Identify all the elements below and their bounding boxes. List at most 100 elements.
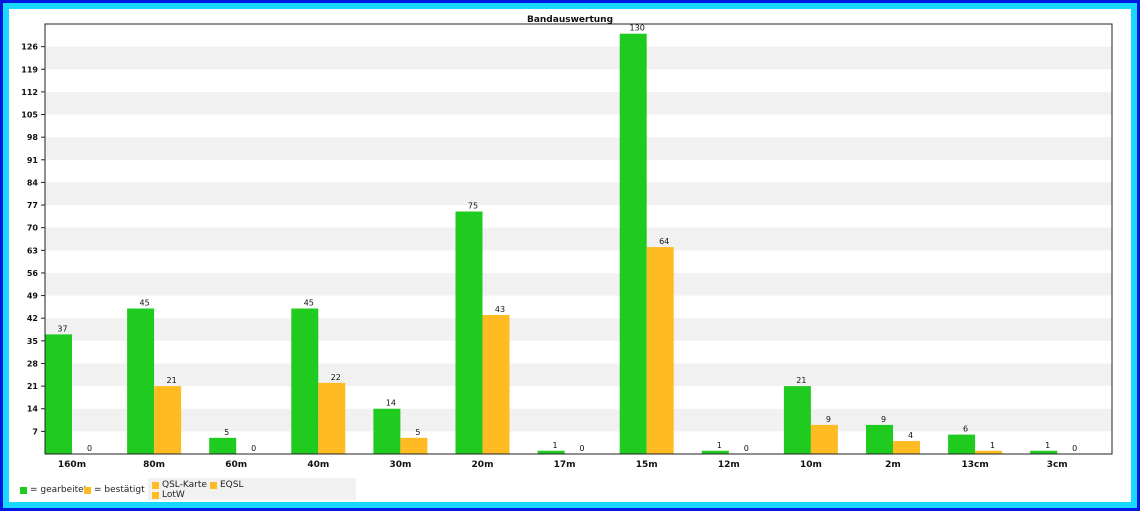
bar-gearbeitet	[1030, 450, 1058, 454]
x-tick-label: 60m	[225, 460, 247, 470]
x-axis-labels: 160m 80m 60m 40m 30m 20m 17m 15m 12m 10m 2m 13cm 3cm	[58, 460, 1068, 470]
grid-band	[45, 318, 1112, 341]
value-label: 0	[251, 444, 256, 453]
value-label: 9	[881, 415, 886, 424]
value-label: 14	[386, 399, 396, 408]
legend-sub-box: QSL-Karte EQSL LotW	[148, 478, 356, 500]
x-tick-label: 20m	[472, 460, 494, 470]
bar-bestaetigt	[318, 382, 346, 454]
x-tick-label: 80m	[143, 460, 165, 470]
bar-gearbeitet	[45, 334, 72, 454]
value-label: 1	[990, 441, 995, 450]
y-tick-label: 105	[21, 111, 38, 120]
bar-bestaetigt	[810, 424, 838, 454]
value-label: 0	[580, 444, 585, 453]
value-label: 45	[140, 299, 150, 308]
legend-qsl-karte: QSL-Karte	[152, 480, 207, 490]
bar-gearbeitet	[537, 450, 565, 454]
value-label: 1	[553, 441, 558, 450]
legend-label: EQSL	[220, 480, 244, 490]
y-tick-label: 49	[27, 292, 39, 301]
bar-bestaetigt	[646, 247, 674, 454]
value-label: 75	[468, 202, 478, 211]
value-label: 0	[1072, 444, 1077, 453]
legend-label: LotW	[162, 490, 185, 500]
value-label: 5	[415, 428, 420, 437]
value-label: 37	[57, 324, 67, 333]
y-tick-label: 21	[27, 382, 39, 391]
bar-gearbeitet	[455, 211, 483, 454]
grid-band	[45, 182, 1112, 206]
y-tick-label: 14	[27, 405, 39, 414]
legend-swatch-orange	[84, 486, 91, 494]
bar-gearbeitet	[866, 424, 893, 454]
bar-gearbeitet	[127, 308, 155, 454]
y-tick-label: 7	[32, 427, 38, 436]
value-label: 0	[744, 444, 749, 453]
y-tick-label: 28	[27, 359, 39, 368]
value-label: 43	[495, 305, 505, 314]
y-tick-label: 98	[27, 133, 39, 142]
value-label: 64	[659, 237, 669, 246]
legend-label: QSL-Karte	[162, 480, 207, 490]
legend-swatch	[152, 481, 159, 489]
x-tick-label: 17m	[554, 460, 576, 470]
value-label: 45	[304, 299, 314, 308]
bar-bestaetigt	[154, 386, 182, 454]
x-tick-label: 30m	[389, 460, 411, 470]
value-label: 21	[796, 376, 806, 385]
bar-gearbeitet	[373, 408, 401, 454]
y-tick-label: 112	[21, 88, 38, 97]
bars	[45, 33, 1058, 454]
y-tick-label: 63	[27, 246, 38, 255]
plot-border	[44, 23, 1113, 455]
value-label: 1	[1045, 441, 1050, 450]
bar-bestaetigt	[400, 437, 428, 454]
bar-bestaetigt	[482, 314, 510, 454]
y-axis-ticks: 7 14 21 28 35 42 49 56 63 70 77 84 91 98 105 112 119 126	[21, 43, 45, 436]
bar-bestaetigt	[893, 441, 920, 454]
value-label: 5	[224, 428, 229, 437]
legend-swatch	[152, 491, 159, 499]
bar-gearbeitet	[948, 434, 976, 454]
grid-band	[45, 363, 1112, 387]
y-tick-label: 70	[27, 224, 39, 233]
y-tick-label: 77	[27, 201, 38, 210]
chart-title: Bandauswertung	[527, 15, 613, 25]
value-label: 6	[963, 425, 968, 434]
value-label: 21	[167, 376, 177, 385]
bar-gearbeitet	[209, 437, 237, 454]
bar-gearbeitet	[701, 450, 729, 454]
legend-label: = bestätigt	[94, 485, 145, 495]
legend-swatch	[210, 481, 217, 489]
value-label: 4	[908, 431, 913, 440]
value-label: 130	[630, 24, 645, 33]
legend-bestaetigt: = bestätigt	[84, 485, 145, 495]
x-tick-label: 10m	[800, 460, 822, 470]
bar-gearbeitet	[291, 308, 319, 454]
bar-gearbeitet	[619, 33, 647, 454]
y-tick-label: 42	[27, 314, 38, 323]
grid-band	[45, 91, 1112, 115]
bar-gearbeitet	[783, 386, 811, 454]
y-tick-label: 91	[27, 156, 39, 165]
grid-band	[45, 408, 1112, 432]
legend-label: = gearbeitet	[30, 485, 88, 495]
bar-bestaetigt	[975, 450, 1003, 454]
legend-gearbeitet: = gearbeitet	[20, 485, 87, 495]
grid-band	[45, 46, 1112, 70]
y-tick-label: 84	[27, 178, 39, 187]
y-tick-label: 119	[21, 65, 38, 74]
value-label: 9	[826, 415, 831, 424]
grid-band	[45, 227, 1112, 251]
value-label: 1	[717, 441, 722, 450]
grid-band	[45, 272, 1112, 296]
x-tick-label: 3cm	[1047, 460, 1068, 470]
legend-swatch-green	[20, 486, 27, 494]
y-tick-label: 56	[27, 269, 39, 278]
value-label: 22	[331, 373, 341, 382]
x-tick-label: 2m	[885, 460, 901, 470]
grid-band	[45, 137, 1112, 160]
x-tick-label: 15m	[636, 460, 658, 470]
